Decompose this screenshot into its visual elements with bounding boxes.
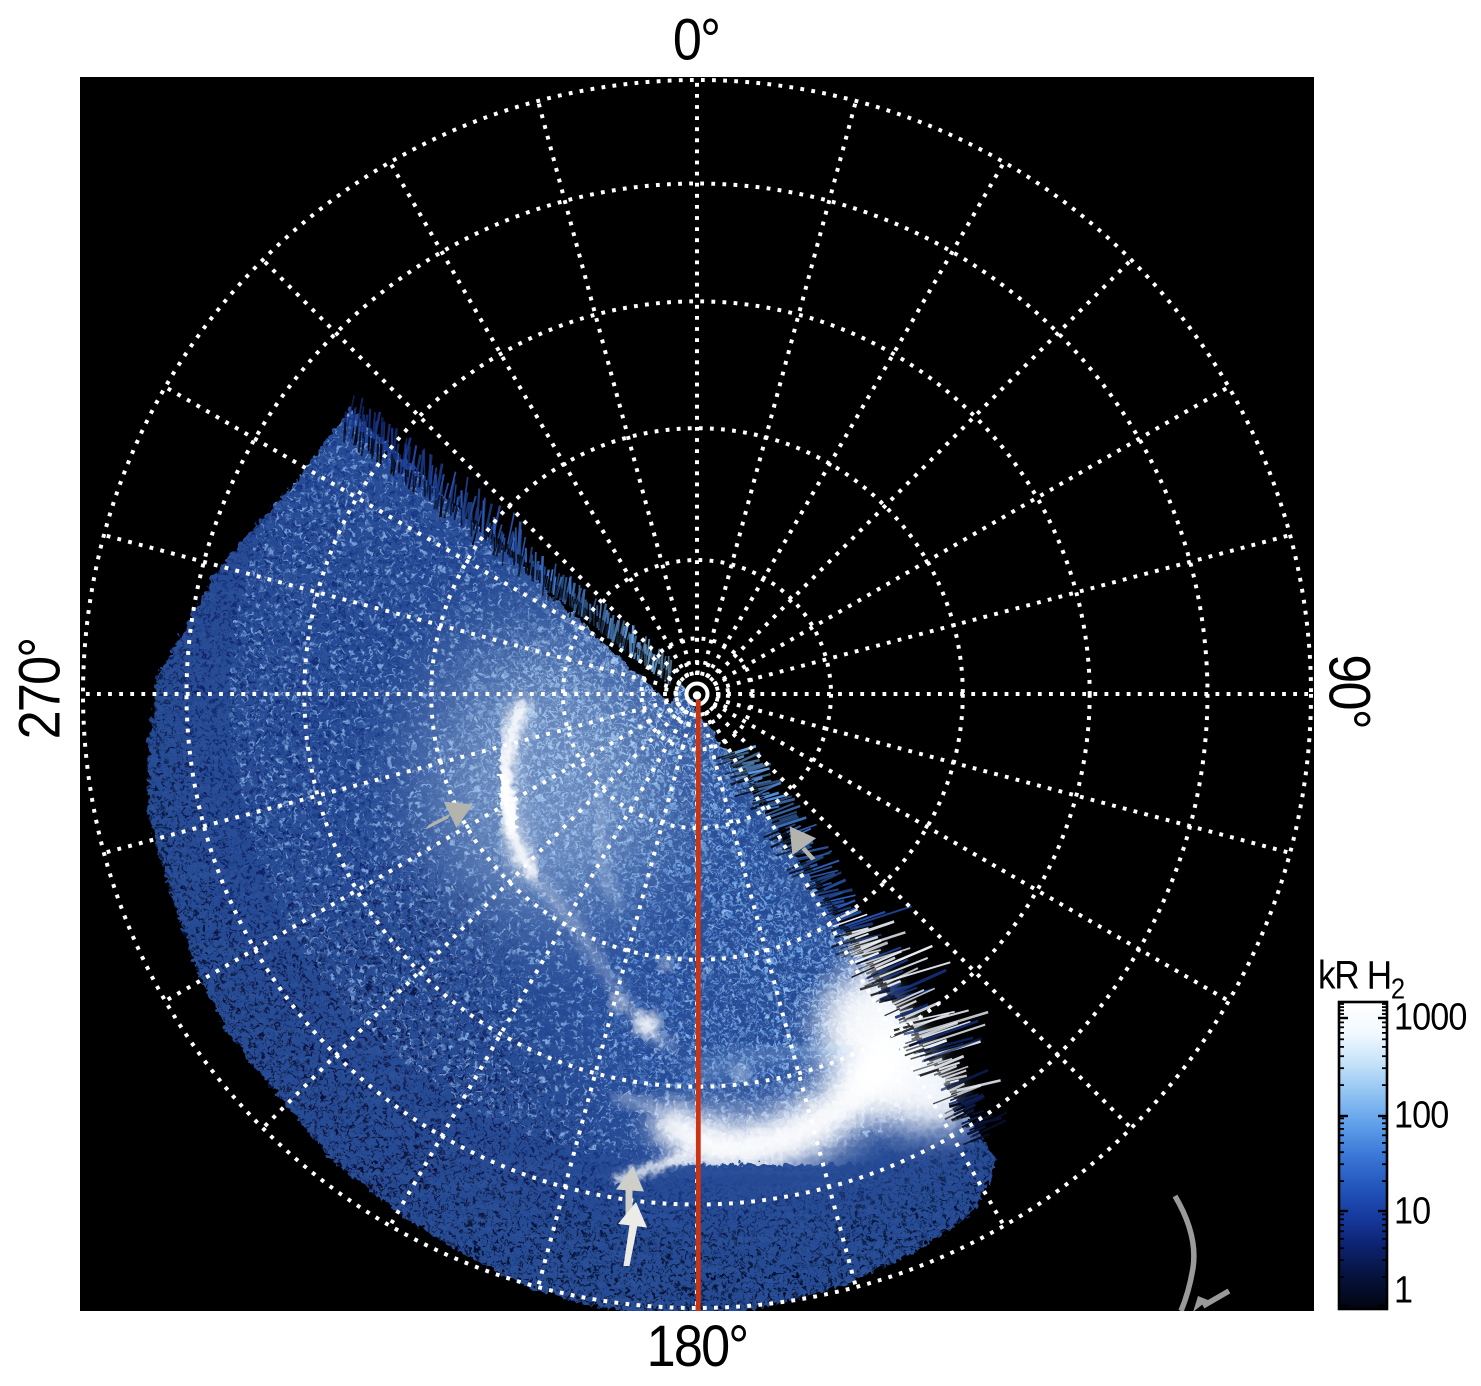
svg-text:1000: 1000 bbox=[1394, 995, 1466, 1038]
svg-text:100: 100 bbox=[1394, 1093, 1448, 1136]
svg-text:0°: 0° bbox=[673, 7, 719, 72]
svg-text:1: 1 bbox=[1394, 1268, 1412, 1311]
svg-text:270°: 270° bbox=[7, 639, 72, 740]
svg-text:kR H2: kR H2 bbox=[1318, 952, 1404, 1004]
svg-text:180°: 180° bbox=[647, 1313, 748, 1378]
svg-text:10: 10 bbox=[1394, 1189, 1430, 1232]
svg-text:90°: 90° bbox=[1317, 654, 1382, 728]
